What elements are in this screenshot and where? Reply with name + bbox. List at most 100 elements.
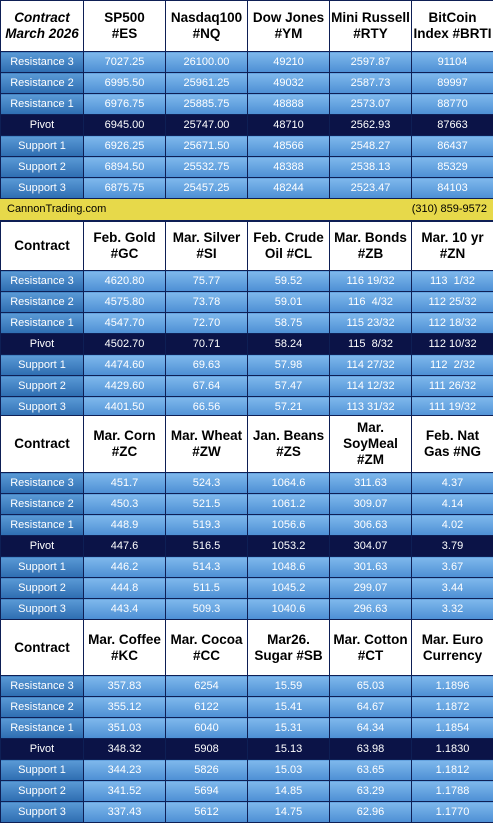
level-value: 348.32 [83,738,166,760]
row-label: Support 2 [0,375,84,397]
header-row: Contract Mar. Coffee #KC Mar. Cocoa #CC Mar26… [0,619,493,676]
levels-table: Contract Mar. Corn #ZC Mar. Wheat #ZW Jan. Be… [0,415,493,620]
banner-phone: (310) 859-9572 [411,203,487,215]
level-row: Resistance 3 4620.80 75.77 59.52 116 19/32 11… [0,270,493,292]
level-value: 59.01 [247,291,330,313]
pivot-row: Pivot 4502.70 70.71 58.24 115 8/32 112 10/32 [0,333,493,355]
row-label: Resistance 3 [0,270,84,292]
level-value: 2597.87 [329,51,412,73]
level-value: 85329 [411,156,493,178]
level-value: 1.1770 [411,801,493,823]
level-value: 70.71 [165,333,248,355]
level-row: Resistance 1 6976.75 25885.75 48888 2573.07 8… [0,93,493,115]
level-value: 57.47 [247,375,330,397]
level-value: 3.79 [411,535,493,557]
level-value: 48710 [247,114,330,136]
level-value: 6122 [165,696,248,718]
level-value: 25671.50 [165,135,248,157]
banner-site: CannonTrading.com [7,203,107,215]
level-value: 4547.70 [83,312,166,334]
level-value: 1064.6 [247,472,330,494]
instrument-header: Mar26. Sugar #SB [247,619,330,676]
level-value: 15.41 [247,696,330,718]
level-value: 15.31 [247,717,330,739]
level-value: 69.63 [165,354,248,376]
level-value: 112 10/32 [411,333,493,355]
level-value: 1.1830 [411,738,493,760]
levels-table: Contract Feb. Gold #GC Mar. Silver #SI Feb. C… [0,221,493,418]
header-row: Contract Feb. Gold #GC Mar. Silver #SI Feb. C… [0,221,493,271]
level-value: 4401.50 [83,396,166,418]
level-value: 15.03 [247,759,330,781]
level-value: 516.5 [165,535,248,557]
contract-header: Contract [0,415,84,473]
level-value: 443.4 [83,598,166,620]
instrument-header: Mar. Corn #ZC [83,415,166,473]
level-value: 6254 [165,675,248,697]
level-value: 6995.50 [83,72,166,94]
level-row: Support 3 337.43 5612 14.75 62.96 1.1770 [0,801,493,823]
level-value: 14.75 [247,801,330,823]
level-value: 3.44 [411,577,493,599]
row-label: Resistance 3 [0,51,84,73]
level-value: 4620.80 [83,270,166,292]
level-value: 48388 [247,156,330,178]
instrument-header: Mar. Wheat #ZW [165,415,248,473]
row-label: Support 1 [0,556,84,578]
level-value: 4575.80 [83,291,166,313]
level-value: 521.5 [165,493,248,515]
level-value: 116 19/32 [329,270,412,292]
level-value: 4.37 [411,472,493,494]
level-value: 524.3 [165,472,248,494]
level-row: Support 1 6926.25 25671.50 48566 2548.27 8643… [0,135,493,157]
level-value: 64.34 [329,717,412,739]
level-row: Resistance 2 355.12 6122 15.41 64.67 1.1872 [0,696,493,718]
level-value: 112 18/32 [411,312,493,334]
level-value: 447.6 [83,535,166,557]
level-value: 3.32 [411,598,493,620]
level-row: Resistance 1 448.9 519.3 1056.6 306.63 4.02 [0,514,493,536]
level-value: 337.43 [83,801,166,823]
level-value: 67.64 [165,375,248,397]
level-value: 65.03 [329,675,412,697]
level-value: 66.56 [165,396,248,418]
row-label: Support 1 [0,759,84,781]
level-value: 26100.00 [165,51,248,73]
level-value: 1.1896 [411,675,493,697]
level-value: 304.07 [329,535,412,557]
row-label: Resistance 3 [0,675,84,697]
instrument-header: Feb. Nat Gas #NG [411,415,493,473]
instrument-header: Mar. Euro Currency [411,619,493,676]
level-value: 519.3 [165,514,248,536]
level-value: 87663 [411,114,493,136]
level-value: 6926.25 [83,135,166,157]
level-row: Support 2 444.8 511.5 1045.2 299.07 3.44 [0,577,493,599]
level-value: 57.98 [247,354,330,376]
instrument-header: Mar. Cocoa #CC [165,619,248,676]
level-value: 446.2 [83,556,166,578]
level-value: 6976.75 [83,93,166,115]
row-label: Support 2 [0,577,84,599]
level-value: 58.24 [247,333,330,355]
level-value: 25961.25 [165,72,248,94]
level-value: 63.98 [329,738,412,760]
level-value: 514.3 [165,556,248,578]
level-value: 1.1872 [411,696,493,718]
instrument-header: Mar. Silver #SI [165,221,248,271]
level-value: 114 27/32 [329,354,412,376]
level-value: 2538.13 [329,156,412,178]
row-label: Pivot [0,333,84,355]
pivot-row: Pivot 447.6 516.5 1053.2 304.07 3.79 [0,535,493,557]
level-value: 73.78 [165,291,248,313]
level-value: 6945.00 [83,114,166,136]
level-value: 3.67 [411,556,493,578]
row-label: Resistance 1 [0,514,84,536]
level-value: 2548.27 [329,135,412,157]
instrument-header: Mar. 10 yr #ZN [411,221,493,271]
levels-table: Contract Mar. Coffee #KC Mar. Cocoa #CC Mar26… [0,619,493,823]
level-value: 114 12/32 [329,375,412,397]
level-value: 344.23 [83,759,166,781]
level-row: Resistance 2 450.3 521.5 1061.2 309.07 4.14 [0,493,493,515]
instrument-header: Nasdaq100 #NQ [165,0,248,52]
level-row: Resistance 2 6995.50 25961.25 49032 2587.73 8… [0,72,493,94]
